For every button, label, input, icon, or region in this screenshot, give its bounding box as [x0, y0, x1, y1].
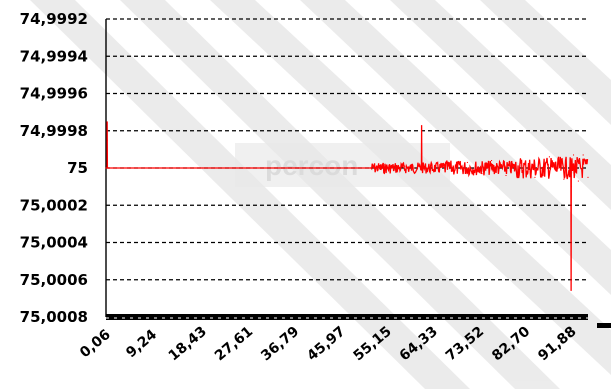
bottom-axis-band: [106, 314, 588, 320]
data-point: [442, 163, 444, 165]
x-tick-label: 36,79: [258, 324, 302, 365]
data-point: [490, 159, 493, 162]
y-tick-label: 74,9994: [20, 47, 88, 65]
y-axis-tick-labels: 74,9992 74,9994 74,9996 74,9998 75 75,0002 75,…: [20, 10, 88, 326]
data-point: [577, 180, 579, 182]
data-point: [582, 154, 584, 156]
data-point: [346, 167, 348, 169]
data-point: [587, 176, 589, 178]
watermark-text: percon: [265, 150, 358, 181]
data-point: [421, 152, 423, 154]
x-tick-label: 45,97: [304, 324, 348, 365]
data-point: [563, 178, 565, 180]
data-point: [201, 167, 203, 169]
data-point: [298, 167, 300, 169]
series-line: [105, 121, 589, 291]
series-path: [106, 121, 589, 291]
axis-end-marker: [597, 323, 611, 328]
data-point: [572, 154, 575, 156]
data-point: [249, 167, 251, 169]
y-tick-label: 75,0008: [20, 308, 88, 326]
x-tick-label: 18,43: [166, 324, 210, 365]
data-point: [534, 176, 536, 178]
y-tick-label: 75: [67, 159, 88, 177]
data-point: [106, 139, 108, 141]
y-tick-label: 75,0002: [20, 196, 88, 214]
data-point: [153, 167, 155, 169]
y-tick-label: 74,9996: [20, 85, 88, 103]
data-point: [413, 167, 415, 169]
y-tick-label: 74,9998: [20, 122, 88, 140]
data-point: [105, 167, 107, 169]
data-point: [548, 156, 551, 158]
data-point: [404, 165, 406, 167]
y-tick-label: 74,9992: [20, 10, 88, 28]
data-point: [423, 167, 425, 169]
data-point: [129, 167, 131, 169]
y-tick-label: 75,0004: [20, 234, 88, 252]
x-axis-tick-labels: 0,06 9,24 18,43 27,61 36,79 45,97 55,15 64,33 73…: [77, 323, 579, 364]
data-point: [452, 167, 454, 169]
data-point: [505, 174, 507, 177]
data-point: [570, 186, 572, 188]
x-tick-label: 0,06: [77, 327, 114, 361]
data-point: [370, 167, 372, 169]
data-point: [108, 167, 110, 169]
data-point: [466, 161, 469, 164]
x-tick-label: 9,24: [123, 327, 160, 362]
y-tick-label: 75,0006: [20, 271, 88, 289]
data-point: [481, 172, 483, 175]
data-point: [433, 171, 435, 173]
data-point: [519, 158, 522, 160]
x-tick-label: 91,88: [535, 324, 579, 365]
data-point: [394, 169, 396, 171]
x-tick-label: 27,61: [212, 324, 256, 365]
